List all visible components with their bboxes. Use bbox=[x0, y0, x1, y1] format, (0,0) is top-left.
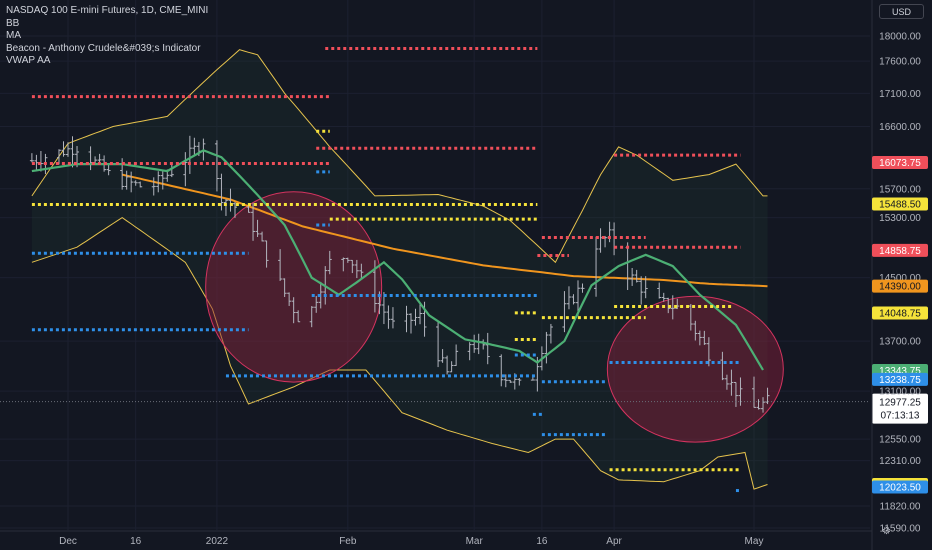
price-label: 14390.00 bbox=[879, 282, 921, 293]
current-price-line: 12977.25 07:13:13 bbox=[0, 393, 928, 424]
price-label: 16073.75 bbox=[879, 158, 921, 169]
price-label-badge bbox=[872, 155, 928, 169]
y-tick-label: 12310.00 bbox=[879, 456, 921, 467]
bb-lower-line bbox=[31, 216, 768, 490]
x-tick-label: 16 bbox=[536, 536, 548, 547]
price-label-badge bbox=[872, 306, 928, 320]
y-tick-label: 14500.00 bbox=[879, 273, 921, 284]
price-label: 15488.50 bbox=[879, 199, 921, 210]
x-tick-label: Dec bbox=[59, 536, 77, 547]
moving-average-layer bbox=[31, 149, 764, 371]
price-label-badge bbox=[872, 279, 928, 293]
highlight-circle-1 bbox=[205, 191, 383, 383]
y-tick-label: 11820.00 bbox=[880, 502, 921, 513]
y-tick-label: 12550.00 bbox=[879, 435, 921, 446]
y-tick-label: 18000.00 bbox=[879, 32, 921, 43]
price-label-badge bbox=[872, 480, 928, 494]
vwap-line bbox=[121, 173, 768, 288]
x-tick-label: May bbox=[745, 536, 764, 547]
bollinger-bands bbox=[31, 49, 768, 490]
y-tick-label: 16600.00 bbox=[879, 122, 921, 133]
price-label: 13238.75 bbox=[879, 375, 921, 386]
price-label: 12023.50 bbox=[879, 482, 921, 493]
current-price-badge bbox=[872, 393, 928, 424]
x-tick-label: Feb bbox=[339, 536, 357, 547]
y-tick-label: 17100.00 bbox=[879, 89, 921, 100]
legend-indicator-bb[interactable]: BB bbox=[6, 17, 20, 29]
price-label-badge bbox=[872, 197, 928, 211]
price-label: 14048.75 bbox=[879, 308, 921, 319]
currency-button[interactable]: USD bbox=[879, 4, 924, 19]
countdown-label: 07:13:13 bbox=[881, 411, 920, 422]
price-label: 13343.75 bbox=[879, 366, 921, 377]
legend-indicator-vwap[interactable]: VWAP AA bbox=[6, 55, 51, 67]
y-tick-label: 17600.00 bbox=[879, 57, 921, 68]
y-tick-label: 11590.00 bbox=[880, 524, 921, 535]
chart-legend: NASDAQ 100 E-mini Futures, 1D, CME_MINI … bbox=[6, 5, 208, 68]
highlight-circles bbox=[205, 191, 784, 443]
vwap-line-layer bbox=[121, 173, 768, 288]
grid bbox=[0, 0, 870, 530]
y-tick-label: 15300.00 bbox=[879, 213, 921, 224]
legend-indicator-ma[interactable]: MA bbox=[6, 30, 21, 42]
price-label: 14858.75 bbox=[879, 246, 921, 257]
settings-gear-icon[interactable]: ⚙ bbox=[882, 526, 891, 537]
ma-line bbox=[31, 149, 764, 371]
current-price-label: 12977.25 bbox=[879, 398, 921, 409]
bb-upper-line bbox=[31, 49, 768, 264]
bb-fill bbox=[31, 49, 768, 490]
price-label-badge bbox=[872, 243, 928, 257]
legend-title[interactable]: NASDAQ 100 E-mini Futures, 1D, CME_MINI bbox=[6, 5, 209, 16]
beacon-dots bbox=[31, 46, 741, 493]
y-tick-label: 13100.00 bbox=[879, 387, 921, 398]
highlight-circle-2 bbox=[606, 295, 784, 443]
price-label-badge bbox=[872, 372, 928, 386]
legend-indicator-beacon[interactable]: Beacon - Anthony Crudele&#039;s Indicato… bbox=[6, 42, 201, 54]
x-tick-label: 16 bbox=[130, 536, 142, 547]
x-tick-label: 2022 bbox=[206, 536, 229, 547]
y-tick-label: 13700.00 bbox=[879, 337, 921, 348]
x-tick-label: Mar bbox=[466, 536, 484, 547]
x-tick-label: Apr bbox=[606, 536, 622, 547]
y-tick-label: 15700.00 bbox=[879, 184, 921, 195]
